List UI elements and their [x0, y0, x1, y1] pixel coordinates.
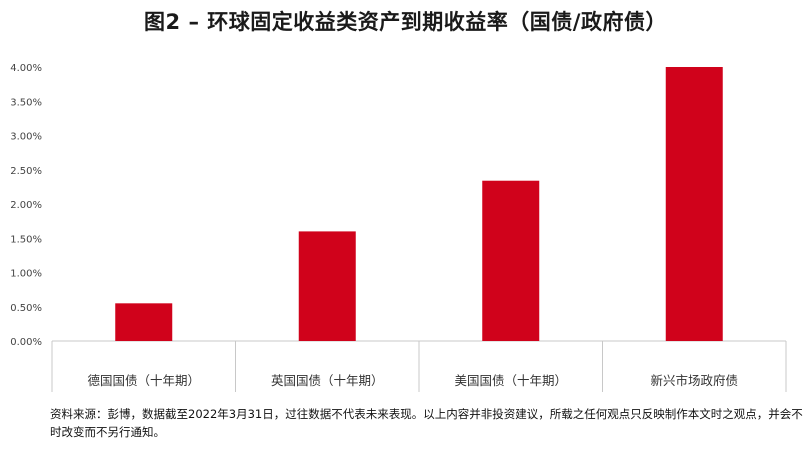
bar-chart: 0.00% 0.50% 1.00% 1.50% 2.00% 2.50% 3.00% 3.50%… [10, 63, 787, 392]
y-tick-label: 4.00% [10, 63, 42, 74]
y-tick-label: 3.00% [10, 132, 42, 143]
bar [665, 67, 723, 341]
y-tick-label: 2.50% [10, 166, 42, 177]
bar [115, 303, 173, 341]
category-label: 英国国债（十年期） [271, 373, 384, 388]
y-tick-label: 0.00% [10, 337, 42, 348]
y-tick-label: 3.50% [10, 97, 42, 108]
source-footnote: 资料来源：彭博，数据截至2022年3月31日，过往数据不代表未来表现。以上内容并… [50, 407, 803, 439]
bar [482, 180, 540, 341]
y-tick-label: 0.50% [10, 303, 42, 314]
y-tick-label: 2.00% [10, 200, 42, 211]
category-label: 新兴市场政府债 [650, 373, 738, 388]
bar [298, 231, 356, 341]
category-label: 德国国债（十年期） [87, 373, 200, 388]
y-tick-label: 1.50% [10, 234, 42, 245]
y-tick-label: 1.00% [10, 269, 42, 280]
chart-title: 图2 – 环球固定收益类资产到期收益率（国债/政府债） [144, 10, 667, 34]
category-label: 美国国债（十年期） [454, 373, 567, 388]
